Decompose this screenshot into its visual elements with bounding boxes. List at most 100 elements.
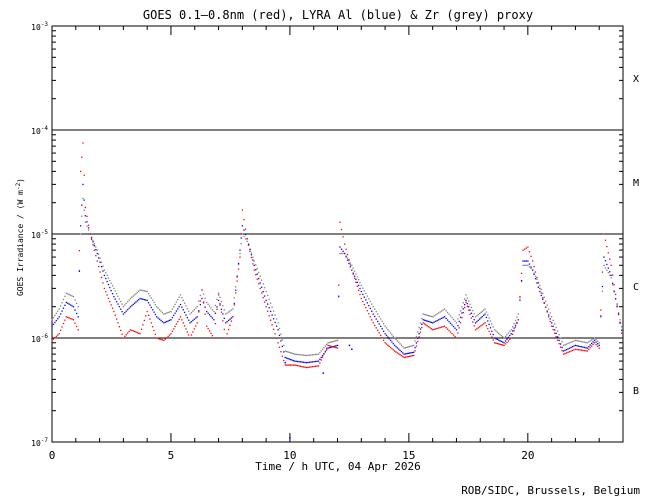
data-point xyxy=(173,306,175,308)
data-point xyxy=(509,330,511,333)
data-point xyxy=(81,215,83,217)
data-point xyxy=(147,293,150,295)
data-point xyxy=(410,355,412,357)
data-point xyxy=(509,334,511,337)
y-axis-label-prefix: GOES Irradiance / (W m xyxy=(16,190,25,296)
data-point xyxy=(448,321,450,323)
data-point xyxy=(102,265,104,267)
data-point xyxy=(385,327,388,329)
data-point xyxy=(252,263,254,265)
data-point xyxy=(268,298,270,301)
data-point xyxy=(51,339,53,342)
data-point xyxy=(429,327,431,329)
data-point xyxy=(407,346,409,348)
data-point xyxy=(173,328,175,330)
data-point xyxy=(484,322,486,324)
data-point xyxy=(513,327,515,329)
data-point xyxy=(193,309,195,311)
data-point xyxy=(330,345,332,347)
data-point xyxy=(528,251,531,253)
data-point xyxy=(259,275,261,277)
data-point xyxy=(548,316,550,318)
flare-class-label: B xyxy=(633,386,639,397)
data-point xyxy=(291,359,293,361)
data-point xyxy=(222,313,224,315)
data-point xyxy=(72,306,75,308)
data-point xyxy=(372,313,374,315)
data-point xyxy=(527,264,529,267)
data-point xyxy=(328,347,331,349)
data-point xyxy=(465,299,467,302)
data-point xyxy=(530,266,532,268)
data-point xyxy=(542,298,544,301)
data-point xyxy=(332,340,335,343)
data-point xyxy=(583,341,586,343)
data-point xyxy=(583,349,586,352)
data-point xyxy=(369,316,371,318)
data-point xyxy=(558,339,560,342)
data-point xyxy=(564,344,566,346)
data-point xyxy=(392,335,394,338)
data-point xyxy=(321,348,324,350)
data-point xyxy=(582,346,584,348)
data-point xyxy=(152,326,154,328)
data-point xyxy=(355,273,357,275)
data-point xyxy=(328,345,331,347)
data-point xyxy=(125,334,127,336)
data-point xyxy=(614,293,617,296)
data-point xyxy=(227,328,230,331)
data-point xyxy=(62,298,65,301)
data-point xyxy=(121,333,123,335)
data-point xyxy=(239,249,241,251)
data-point xyxy=(84,206,87,209)
y-tick-label: 10-5 xyxy=(31,229,48,240)
data-point xyxy=(394,350,396,352)
data-point xyxy=(331,345,333,348)
data-point xyxy=(107,297,110,299)
data-point xyxy=(592,341,594,343)
y-axis-label-suffix: ) xyxy=(16,178,25,183)
data-point xyxy=(553,323,556,325)
data-point xyxy=(448,329,450,332)
data-point xyxy=(287,364,289,366)
data-point xyxy=(528,263,531,265)
data-point xyxy=(461,317,463,319)
data-point xyxy=(201,297,203,300)
data-point xyxy=(413,351,415,353)
data-point xyxy=(163,322,165,324)
data-point xyxy=(153,301,155,304)
data-point xyxy=(78,270,81,272)
data-point xyxy=(336,339,339,342)
data-point xyxy=(255,264,257,266)
data-point xyxy=(185,305,187,307)
data-point xyxy=(128,307,130,309)
data-point xyxy=(524,264,526,267)
data-point xyxy=(432,329,434,331)
data-point xyxy=(143,290,146,292)
data-point xyxy=(227,319,230,322)
data-point xyxy=(183,302,186,304)
data-point xyxy=(295,353,297,355)
data-point xyxy=(353,277,356,279)
data-point xyxy=(389,346,392,349)
data-point xyxy=(411,355,413,357)
data-point xyxy=(362,293,364,296)
data-point xyxy=(328,341,331,344)
data-point xyxy=(259,282,261,284)
data-point xyxy=(579,349,581,351)
data-point xyxy=(539,284,541,287)
data-point xyxy=(230,309,233,311)
data-point xyxy=(375,310,377,313)
data-point xyxy=(327,342,329,344)
data-point xyxy=(480,311,482,314)
data-point xyxy=(362,300,364,303)
data-point xyxy=(534,275,537,277)
data-point xyxy=(374,308,376,310)
data-point xyxy=(459,310,462,312)
data-point xyxy=(301,361,303,363)
x-axis-label: Time / h UTC, 04 Apr 2026 xyxy=(255,460,421,473)
data-point xyxy=(433,315,435,317)
data-point xyxy=(504,340,507,342)
data-point xyxy=(250,256,253,259)
data-point xyxy=(292,353,295,355)
